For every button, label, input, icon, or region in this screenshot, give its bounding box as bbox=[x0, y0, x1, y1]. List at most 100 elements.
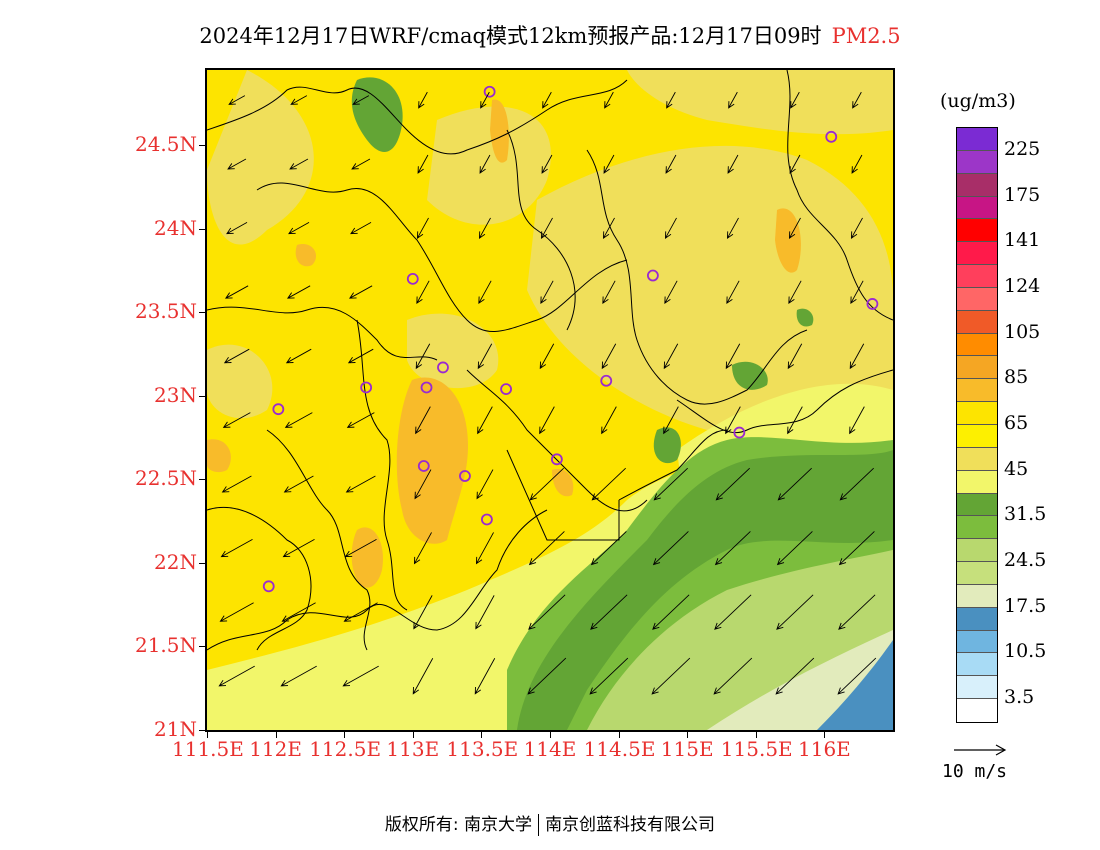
legend-swatch bbox=[957, 447, 997, 471]
legend-swatch bbox=[957, 356, 997, 380]
wind-arrow bbox=[224, 285, 249, 299]
wind-arrow bbox=[726, 280, 740, 305]
legend-swatch bbox=[957, 653, 997, 677]
wind-arrow bbox=[663, 343, 679, 370]
site-marker bbox=[437, 361, 449, 374]
wind-arrow bbox=[479, 154, 491, 174]
wind-arrow bbox=[851, 154, 863, 174]
wind-arrow bbox=[602, 280, 616, 305]
wind-arrow bbox=[850, 217, 863, 239]
legend-swatch bbox=[957, 173, 997, 197]
site-marker bbox=[417, 460, 430, 472]
wind-arrow bbox=[787, 343, 803, 370]
wind-arrow bbox=[725, 406, 741, 435]
lon-label: 114E bbox=[523, 737, 577, 761]
wind-arrow bbox=[416, 280, 430, 305]
legend-color-bar bbox=[956, 127, 998, 723]
wind-arrow bbox=[727, 154, 739, 174]
lat-tick bbox=[199, 395, 205, 397]
wind-arrow bbox=[528, 594, 566, 630]
wind-arrow bbox=[351, 158, 371, 170]
concentration-map bbox=[205, 68, 895, 732]
legend-swatch bbox=[957, 424, 997, 448]
legend-swatch bbox=[957, 470, 997, 494]
lat-label: 22N bbox=[154, 549, 197, 574]
wind-arrow bbox=[222, 412, 251, 428]
lat-tick bbox=[199, 312, 205, 314]
legend-swatch bbox=[957, 516, 997, 540]
wind-arrow bbox=[527, 657, 567, 695]
legend-swatch bbox=[957, 219, 997, 243]
wind-arrow bbox=[529, 467, 564, 501]
legend-label: 31.5 bbox=[1004, 503, 1047, 526]
wind-arrow bbox=[601, 343, 617, 370]
wind-arrow bbox=[350, 222, 372, 235]
lat-tick bbox=[199, 145, 205, 147]
lon-label: 114.5E bbox=[583, 737, 656, 761]
wind-arrow bbox=[839, 467, 874, 501]
lat-label: 21N bbox=[154, 717, 197, 741]
legend-label: 45 bbox=[1004, 457, 1029, 480]
site-marker bbox=[483, 85, 496, 98]
wind-arrow bbox=[589, 657, 629, 695]
monitoring-site-markers bbox=[262, 85, 879, 593]
wind-arrow bbox=[603, 154, 615, 174]
legend-label: 105 bbox=[1004, 320, 1041, 343]
wind-arrow bbox=[219, 602, 254, 622]
green-inland-patches bbox=[351, 77, 814, 464]
legend-swatch bbox=[957, 699, 997, 722]
legend-label: 17.5 bbox=[1004, 594, 1047, 617]
wind-arrow bbox=[220, 538, 253, 558]
wind-arrow bbox=[788, 280, 802, 305]
site-marker bbox=[272, 403, 285, 416]
lon-tick bbox=[755, 732, 757, 738]
wind-arrow bbox=[787, 406, 803, 435]
wind-arrow bbox=[788, 217, 801, 239]
site-marker bbox=[500, 383, 512, 396]
legend-unit: (ug/m3) bbox=[940, 90, 1016, 112]
copyright-separator bbox=[538, 814, 540, 836]
lon-tick bbox=[618, 732, 620, 738]
lon-label: 113E bbox=[386, 737, 440, 761]
wind-arrow bbox=[226, 222, 248, 235]
wind-arrow bbox=[663, 406, 679, 435]
wind-arrow bbox=[714, 594, 752, 630]
wind-arrow bbox=[288, 222, 310, 235]
wind-vectors bbox=[218, 91, 877, 695]
wind-arrow bbox=[539, 343, 555, 370]
wind-arrow bbox=[838, 594, 876, 630]
lat-label: 23.5N bbox=[134, 299, 197, 324]
title-pollutant: PM2.5 bbox=[831, 24, 901, 48]
wind-arrow bbox=[480, 91, 490, 109]
wind-arrow bbox=[664, 280, 678, 305]
legend-swatch bbox=[957, 265, 997, 288]
wind-arrow bbox=[413, 532, 432, 565]
wind-arrow bbox=[284, 412, 313, 428]
copyright-left: 版权所有: 南京大学 bbox=[384, 815, 533, 835]
lon-tick bbox=[344, 732, 346, 738]
wind-arrow bbox=[539, 406, 555, 435]
wind-arrow bbox=[478, 280, 492, 305]
legend-swatch bbox=[957, 584, 997, 608]
wind-reference-arrow bbox=[954, 744, 1007, 756]
legend-swatch bbox=[957, 630, 997, 654]
wind-arrow bbox=[282, 538, 315, 558]
wind-arrow bbox=[725, 343, 741, 370]
wind-reference-label: 10 m/s bbox=[942, 761, 1008, 782]
wind-arrow bbox=[414, 469, 432, 500]
wind-arrow bbox=[415, 343, 431, 370]
orange-hotspots bbox=[207, 99, 801, 588]
copyright-footer: 版权所有: 南京大学 南京创蓝科技有限公司 bbox=[0, 810, 1100, 836]
lon-tick bbox=[824, 732, 826, 738]
site-marker bbox=[825, 130, 838, 143]
wind-arrow bbox=[477, 343, 493, 370]
wind-arrow bbox=[789, 154, 801, 174]
legend-swatch bbox=[957, 310, 997, 334]
lat-label: 24N bbox=[154, 215, 197, 240]
lon-tick bbox=[550, 732, 551, 738]
wind-arrow bbox=[413, 595, 433, 630]
wind-arrow bbox=[283, 475, 314, 493]
site-marker bbox=[550, 453, 563, 466]
wind-arrow bbox=[652, 594, 690, 630]
site-marker bbox=[480, 513, 493, 526]
